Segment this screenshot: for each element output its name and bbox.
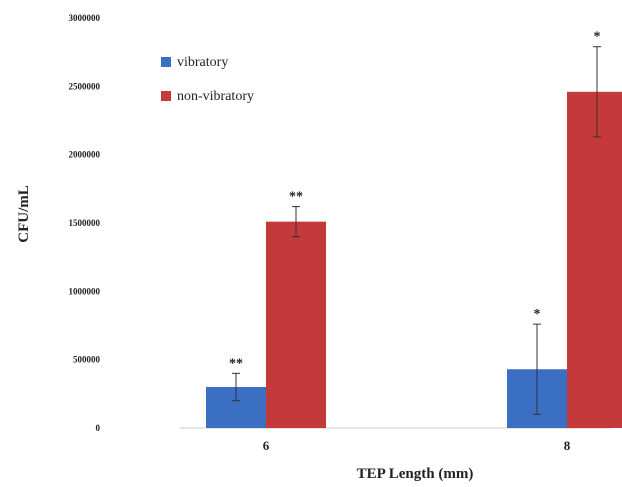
legend-swatch-non-vibratory [161, 91, 171, 101]
legend: vibratory non-vibratory [161, 55, 254, 104]
y-axis-label: CFU/mL [16, 185, 32, 243]
y-tick-label: 2000000 [69, 150, 101, 160]
bars-group: ****** [206, 30, 622, 429]
bar-non-vibratory-6 [266, 221, 326, 428]
legend-label-vibratory: vibratory [177, 55, 228, 70]
x-axis-label: TEP Length (mm) [357, 466, 474, 482]
significance-label: ** [289, 190, 303, 205]
bar-non-vibratory-8 [567, 91, 622, 429]
y-tick-label: 2500000 [69, 81, 101, 91]
y-tick-label: 1000000 [69, 286, 101, 296]
y-tick-label: 500000 [73, 355, 101, 365]
significance-label: * [534, 307, 541, 322]
y-tick-label: 1500000 [69, 218, 101, 228]
y-tick-label: 0 [96, 423, 101, 433]
x-tick-label: 8 [564, 438, 571, 453]
y-axis-ticks: 0 500000 1000000 1500000 2000000 2500000 30000… [69, 13, 101, 433]
legend-swatch-vibratory [161, 57, 171, 67]
significance-label: * [594, 30, 601, 45]
x-tick-label: 6 [263, 438, 270, 453]
y-tick-label: 3000000 [69, 13, 101, 23]
significance-label: ** [229, 356, 243, 371]
legend-label-non-vibratory: non-vibratory [177, 89, 254, 104]
